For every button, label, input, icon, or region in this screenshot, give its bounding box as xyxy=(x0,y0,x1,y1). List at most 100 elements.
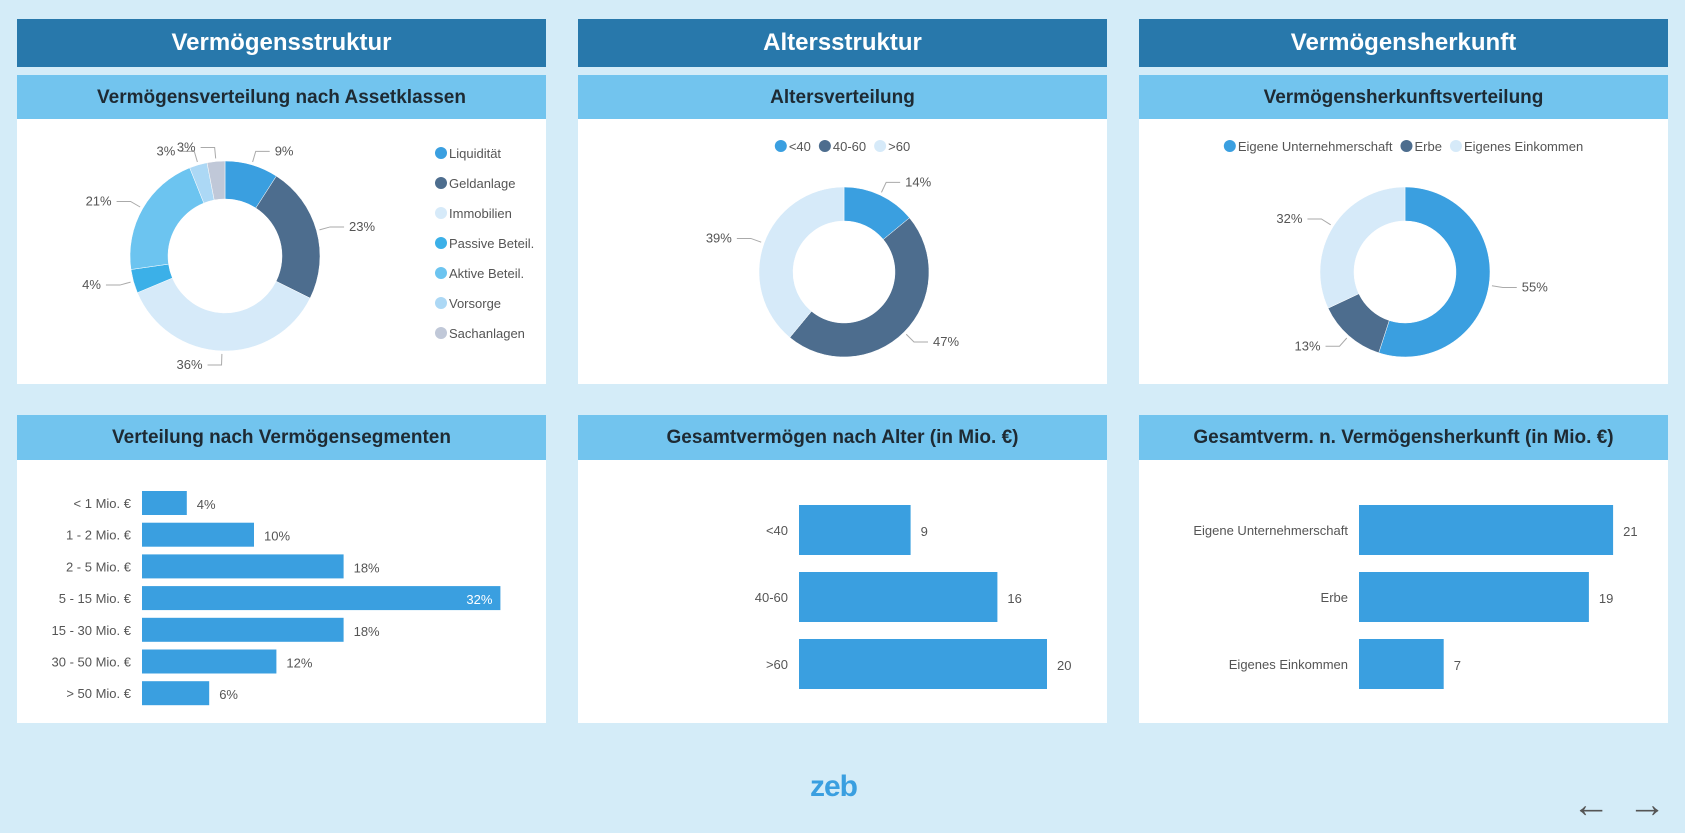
data-label: 20 xyxy=(1057,658,1071,673)
category-label: 30 - 50 Mio. € xyxy=(52,655,132,670)
legend-marker-icon xyxy=(1223,140,1236,152)
legend-label: >60 xyxy=(888,139,910,154)
zeb-logo: zeb xyxy=(810,770,858,803)
category-label: 40-60 xyxy=(755,590,788,605)
data-label: 10% xyxy=(264,529,290,544)
bar-1-2-mio xyxy=(142,522,254,547)
donut-chart-alter: 14% 47% 39% <40 40-60 >60 xyxy=(578,119,1107,384)
bar-30-50-mio xyxy=(142,649,277,674)
donut-slice-immobilien xyxy=(137,277,311,352)
category-label: 2 - 5 Mio. € xyxy=(66,559,132,574)
legend: <40 40-60 >60 xyxy=(774,139,910,154)
category-label: Eigene Unternehmerschaft xyxy=(1193,523,1348,538)
data-label: 9% xyxy=(275,143,294,158)
chart-title: Verteilung nach Vermögensegmenten xyxy=(17,415,546,460)
category-label: > 50 Mio. € xyxy=(66,686,131,701)
leader-line xyxy=(1307,218,1331,226)
legend-label: Geldanlage xyxy=(449,176,516,191)
category-label: 1 - 2 Mio. € xyxy=(66,528,132,543)
data-label: 4% xyxy=(197,497,216,512)
leader-line xyxy=(1325,337,1348,347)
legend-label: 40-60 xyxy=(833,139,866,154)
bar-5-15-mio xyxy=(142,586,501,611)
data-label: 7 xyxy=(1454,658,1461,673)
data-label: 16 xyxy=(1007,591,1021,606)
legend-marker-icon xyxy=(435,177,447,189)
legend-label: Erbe xyxy=(1414,139,1441,154)
data-label: 19 xyxy=(1599,591,1613,606)
category-label: >60 xyxy=(766,657,788,672)
bar-40-60 xyxy=(799,572,998,622)
legend-marker-icon xyxy=(874,140,887,152)
data-label: 13% xyxy=(1294,338,1320,353)
leader-line xyxy=(881,181,901,193)
leader-line xyxy=(736,237,762,243)
section-title: Altersstruktur xyxy=(578,19,1107,67)
data-label: 14% xyxy=(905,174,931,189)
chart-title: Vermögensherkunftsverteilung xyxy=(1139,75,1668,120)
category-label: Eigenes Einkommen xyxy=(1229,657,1348,672)
data-label: 3% xyxy=(177,139,196,154)
leader-line xyxy=(905,333,929,343)
legend-marker-icon xyxy=(1449,140,1462,152)
data-label: 32% xyxy=(1276,211,1302,226)
data-label: 18% xyxy=(354,624,380,639)
bar-eigene-unternehmerschaft xyxy=(1359,505,1614,555)
arrow-right-icon[interactable]: → xyxy=(1628,784,1666,826)
category-label: < 1 Mio. € xyxy=(74,496,132,511)
donut-chart-herkunft: 55% 13% 32% Eigene Unternehmerschaft Erbe Eig… xyxy=(1139,119,1668,384)
legend-marker-icon xyxy=(1400,140,1413,152)
category-label: 5 - 15 Mio. € xyxy=(59,591,132,606)
legend-label: Vorsorge xyxy=(449,296,501,311)
data-label: 36% xyxy=(177,357,203,372)
donut-slice-geldanlage xyxy=(255,175,321,299)
data-label: 39% xyxy=(706,230,732,245)
leader-line xyxy=(116,201,141,208)
legend-marker-icon xyxy=(435,237,447,249)
bar-chart-alter: <40 9 40-60 16 >60 20 xyxy=(578,460,1107,723)
legend-marker-icon xyxy=(435,147,447,159)
legend-marker-icon xyxy=(774,140,787,152)
data-label: 21 xyxy=(1623,524,1637,539)
legend-label: Immobilien xyxy=(449,206,512,221)
bar-1-mio xyxy=(142,491,187,515)
bar-erbe xyxy=(1359,572,1589,622)
data-label: 23% xyxy=(349,219,375,234)
bar-60 xyxy=(799,639,1047,689)
legend-marker-icon xyxy=(435,327,447,339)
chart-title: Gesamtverm. n. Vermögensherkunft (in Mio… xyxy=(1139,415,1668,460)
legend-marker-icon xyxy=(435,297,447,309)
data-label: 6% xyxy=(219,687,238,702)
data-label: 12% xyxy=(286,656,312,671)
data-label: 3% xyxy=(156,143,175,158)
bar-chart-herkunft: Eigene Unternehmerschaft 21 Erbe 19 Eigenes … xyxy=(1139,460,1668,723)
leader-line xyxy=(105,281,131,286)
leader-line xyxy=(180,150,198,163)
leader-line xyxy=(207,353,223,366)
chart-title: Gesamtvermögen nach Alter (in Mio. €) xyxy=(578,415,1107,460)
bar-15-30-mio xyxy=(142,617,344,642)
chart-title: Altersverteilung xyxy=(578,75,1107,120)
data-label: 4% xyxy=(82,277,101,292)
legend-label: Eigenes Einkommen xyxy=(1464,139,1583,154)
donut-slice-eigenes-einkommen xyxy=(1319,186,1406,309)
donut-slice-40-60 xyxy=(789,217,930,358)
arrow-left-icon[interactable]: ← xyxy=(1572,784,1610,826)
category-label: <40 xyxy=(766,523,788,538)
bar-2-5-mio xyxy=(142,554,344,579)
leader-line xyxy=(252,150,270,163)
data-label: 21% xyxy=(86,194,112,209)
legend-label: Passive Beteil. xyxy=(449,236,534,251)
leader-line xyxy=(200,146,217,159)
leader-line xyxy=(1491,285,1517,288)
category-label: Erbe xyxy=(1321,590,1348,605)
leader-line xyxy=(319,226,345,231)
legend: Eigene Unternehmerschaft Erbe Eigenes Eink… xyxy=(1223,139,1583,154)
legend-marker-icon xyxy=(818,140,831,152)
section-title: Vermögensherkunft xyxy=(1139,19,1668,67)
donut-slice-sachanlagen xyxy=(206,160,226,201)
legend-label: Aktive Beteil. xyxy=(449,266,524,281)
legend-label: <40 xyxy=(789,139,811,154)
donut-slice-60 xyxy=(758,186,845,338)
data-label: 32% xyxy=(466,592,492,607)
